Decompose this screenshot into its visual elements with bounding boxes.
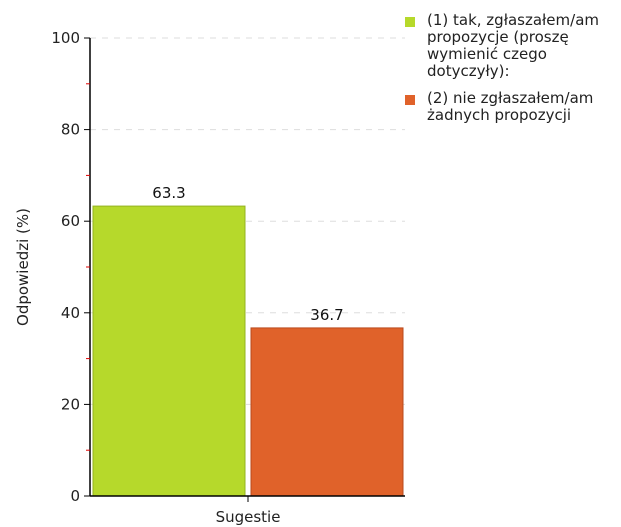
data-label-series-1: 63.3 xyxy=(152,184,185,202)
y-tick-label-80: 80 xyxy=(61,121,80,139)
legend-item-series-1: (1) tak, zgłaszałem/am propozycje (prosz… xyxy=(403,12,617,80)
bar-series-1 xyxy=(92,205,246,497)
y-axis-title: Odpowiedzi (%) xyxy=(14,208,32,326)
y-tick-label-60: 60 xyxy=(61,212,80,230)
x-axis-title: Sugestie xyxy=(216,508,281,526)
legend-label-series-2: (2) nie zgłaszałem/am żadnych propozycji xyxy=(427,89,594,124)
y-ticks: 0 20 40 60 80 100 xyxy=(51,29,249,505)
y-tick-label-0: 0 xyxy=(70,487,80,505)
y-tick-label-20: 20 xyxy=(61,395,80,413)
bars xyxy=(92,205,404,497)
y-tick-label-100: 100 xyxy=(51,29,80,47)
legend-swatch-series-2 xyxy=(405,95,415,105)
legend-item-series-2: (2) nie zgłaszałem/am żadnych propozycji xyxy=(403,90,617,124)
data-labels: 63.3 36.7 xyxy=(152,184,343,324)
data-label-series-2: 36.7 xyxy=(310,306,343,324)
legend-label-series-1: (1) tak, zgłaszałem/am propozycje (prosz… xyxy=(427,11,600,80)
legend-swatch-series-1 xyxy=(405,17,415,27)
y-tick-label-40: 40 xyxy=(61,304,80,322)
bar-series-2 xyxy=(250,327,404,497)
legend: (1) tak, zgłaszałem/am propozycje (prosz… xyxy=(403,12,617,134)
